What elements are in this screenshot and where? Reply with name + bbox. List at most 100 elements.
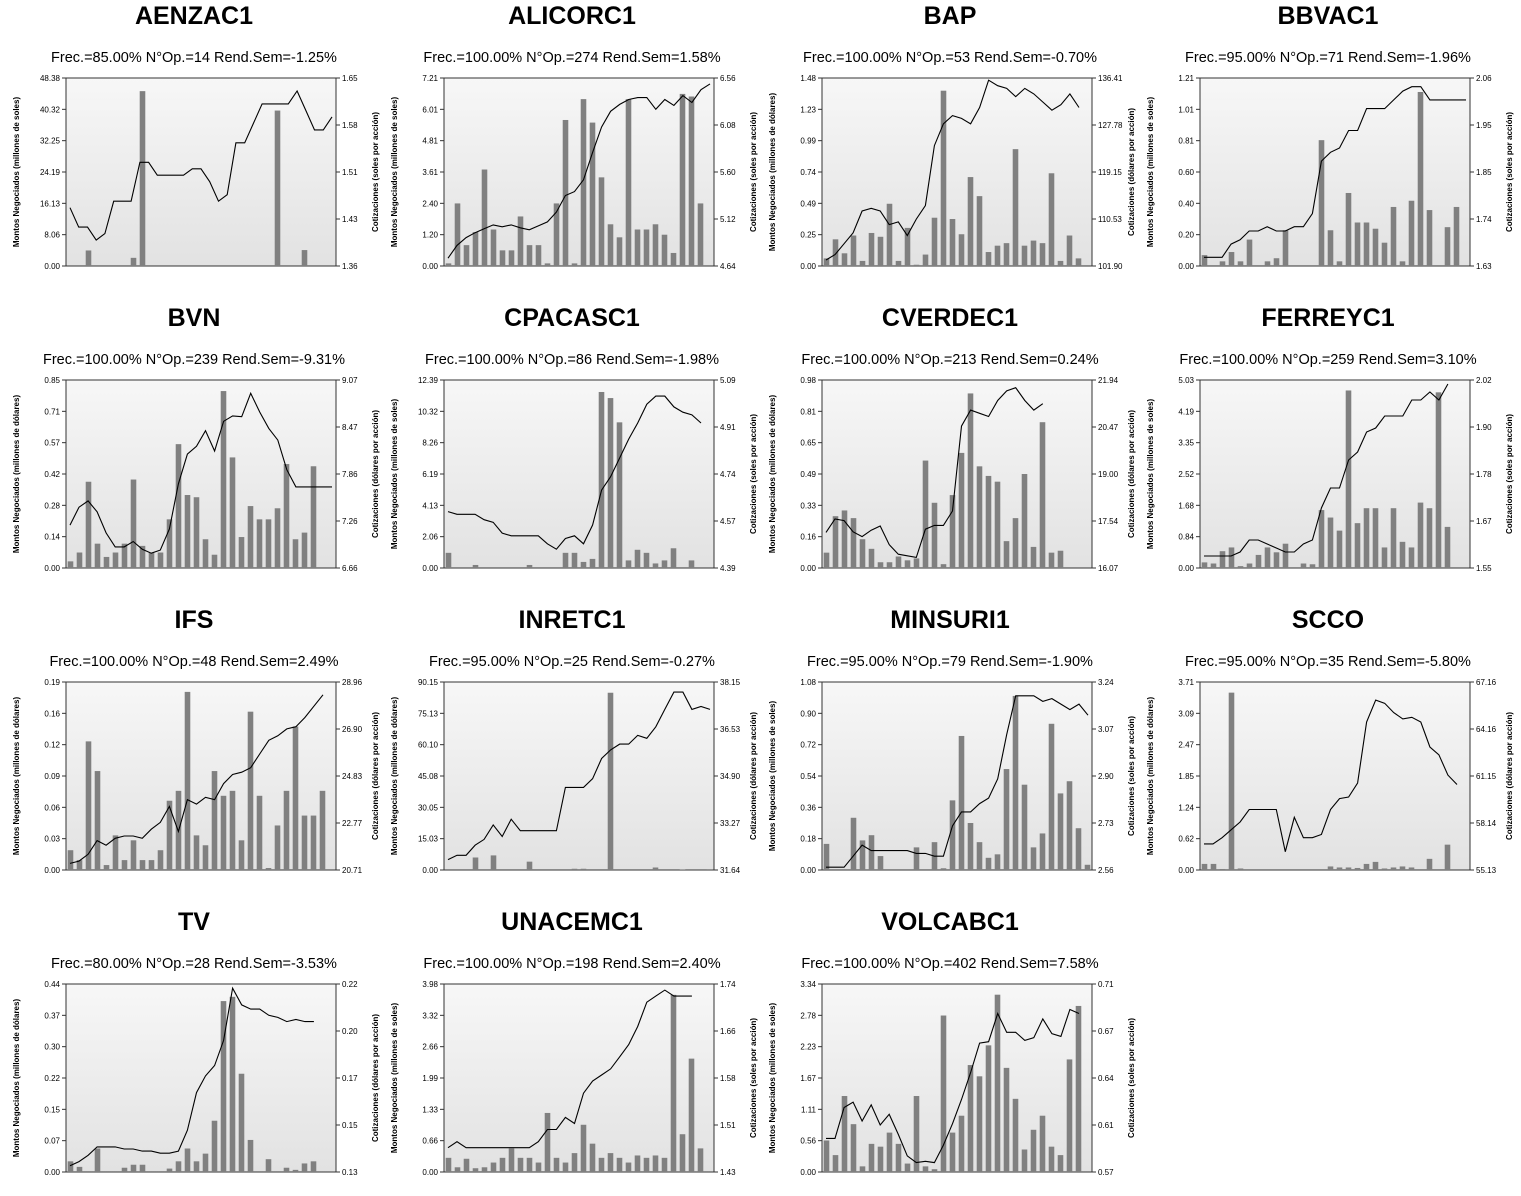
bar <box>94 543 101 568</box>
bar <box>634 1155 641 1172</box>
bar <box>112 552 119 568</box>
price-line <box>826 695 1089 868</box>
y-tick-label: 3.34 <box>800 980 816 989</box>
y-tick-label: 0.98 <box>800 376 816 385</box>
chart-subtitle: Frec.=95.00% N°Op.=71 Rend.Sem=-1.96% <box>1185 50 1471 66</box>
bar <box>445 1157 452 1172</box>
y-tick-label: 1.23 <box>800 105 816 114</box>
bar <box>976 842 983 870</box>
bar <box>193 497 200 568</box>
bar <box>1075 258 1082 266</box>
bar <box>1336 261 1343 266</box>
y-tick-label: 1.01 <box>1178 105 1194 114</box>
bar <box>220 391 227 568</box>
bar <box>994 854 1001 870</box>
y2-tick-label: 33.27 <box>720 819 741 828</box>
bar <box>1237 261 1244 266</box>
bar <box>580 99 587 267</box>
bar <box>256 519 263 568</box>
bar <box>913 264 920 266</box>
bar <box>607 398 614 568</box>
bar <box>202 845 209 870</box>
bar <box>283 464 290 568</box>
y-tick-label: 0.54 <box>800 772 816 781</box>
price-line <box>1204 86 1466 258</box>
y-tick-label: 0.00 <box>800 1168 816 1177</box>
bar <box>940 90 947 266</box>
bar <box>841 510 848 568</box>
y-tick-label: 0.81 <box>800 407 816 416</box>
bar <box>1066 235 1073 266</box>
bar <box>706 869 713 870</box>
y2-tick-label: 1.67 <box>1476 517 1492 526</box>
chart-svg: 0.00 0.66 1.33 1.99 2.66 3.32 3.98 1.43 1.51 1.58… <box>390 980 758 1177</box>
y-tick-label: 0.07 <box>44 1137 60 1146</box>
y2-tick-label: 2.73 <box>1098 819 1114 828</box>
bar <box>1057 793 1064 870</box>
bar <box>472 232 479 266</box>
y2-tick-label: 6.08 <box>720 121 736 130</box>
plot-area <box>821 379 1093 569</box>
y2-axis-title: Cotizaciones (soles por acción) <box>749 414 758 534</box>
bar <box>1381 242 1388 266</box>
bar <box>265 1159 272 1172</box>
y-axis-title: Montos Negociados (millones de dólares) <box>12 395 21 554</box>
bar <box>526 1157 533 1172</box>
y2-tick-label: 3.24 <box>1098 678 1114 687</box>
y2-tick-label: 3.07 <box>1098 725 1114 734</box>
chart-panel: BVN Frec.=100.00% N°Op.=239 Rend.Sem=-9.3… <box>8 302 380 592</box>
bar <box>1219 261 1226 266</box>
y-tick-label: 1.33 <box>422 1105 438 1114</box>
bar <box>121 543 128 568</box>
y2-tick-label: 21.94 <box>1098 376 1119 385</box>
bar <box>652 563 659 568</box>
price-line <box>447 691 711 861</box>
y-tick-label: 48.38 <box>40 74 61 83</box>
bar <box>310 466 317 568</box>
y2-tick-label: 7.86 <box>342 470 358 479</box>
bar <box>598 391 605 568</box>
bar <box>535 245 542 266</box>
bar <box>1066 1059 1073 1172</box>
y-axis-title: Montos Negociados (millones de dólares) <box>12 999 21 1158</box>
bar <box>895 556 902 568</box>
y-tick-label: 0.25 <box>800 231 816 240</box>
bar <box>1372 508 1379 568</box>
bar <box>868 1143 875 1172</box>
chart-subtitle: Frec.=95.00% N°Op.=79 Rend.Sem=-1.90% <box>807 654 1093 670</box>
y2-tick-label: 1.51 <box>720 1121 736 1130</box>
bar <box>130 840 137 870</box>
y-tick-label: 6.01 <box>422 105 438 114</box>
bar <box>589 1143 596 1172</box>
y-tick-label: 1.67 <box>800 1074 816 1083</box>
y2-tick-label: 9.07 <box>342 376 358 385</box>
bar <box>994 481 1001 568</box>
bar <box>283 1167 290 1172</box>
bar <box>301 815 308 870</box>
bar <box>1237 868 1244 870</box>
bar <box>1030 546 1037 568</box>
bar <box>1084 864 1091 870</box>
bar <box>670 548 677 568</box>
y-tick-label: 24.19 <box>40 168 61 177</box>
bar <box>274 825 281 870</box>
bar <box>283 790 290 870</box>
bar <box>220 795 227 870</box>
bar <box>1057 550 1064 568</box>
y-tick-label: 0.33 <box>800 501 816 510</box>
y2-tick-label: 101.90 <box>1098 262 1123 271</box>
y2-axis-title: Cotizaciones (soles por acción) <box>749 1018 758 1138</box>
y2-tick-label: 110.53 <box>1098 215 1122 224</box>
bar <box>148 552 155 568</box>
bar <box>652 224 659 266</box>
bar <box>1354 222 1361 266</box>
bar <box>1273 552 1280 568</box>
chart-panel: CVERDEC1 Frec.=100.00% N°Op.=213 Rend.Sem… <box>764 302 1136 592</box>
y2-tick-label: 22.77 <box>342 819 363 828</box>
y2-tick-label: 0.17 <box>342 1074 358 1083</box>
y-tick-label: 1.20 <box>422 231 438 240</box>
y2-tick-label: 34.90 <box>720 772 741 781</box>
bar <box>472 857 479 870</box>
bar <box>1336 867 1343 870</box>
y2-axis-title: Cotizaciones (dólares por acción) <box>1127 108 1136 236</box>
